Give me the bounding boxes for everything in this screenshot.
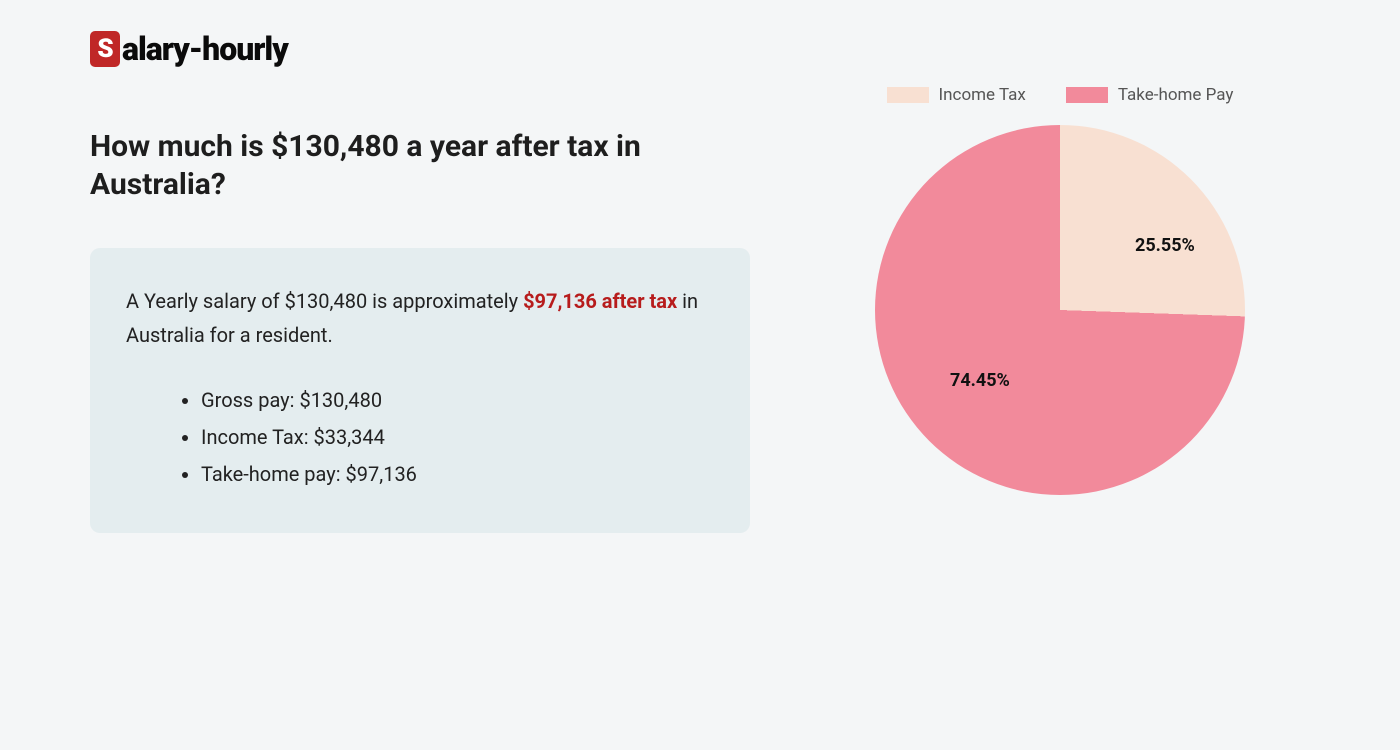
- list-item: Income Tax: $33,344: [201, 419, 714, 456]
- summary-intro-pre: A Yearly salary of $130,480 is approxima…: [126, 289, 523, 313]
- summary-highlight: $97,136 after tax: [523, 289, 677, 313]
- legend-label: Take-home Pay: [1118, 85, 1234, 105]
- legend-item-income-tax: Income Tax: [887, 85, 1026, 105]
- legend-label: Income Tax: [939, 85, 1026, 105]
- logo-text: alary-hourly: [122, 30, 288, 68]
- legend-swatch: [887, 87, 929, 103]
- chart-legend: Income Tax Take-home Pay: [887, 85, 1234, 105]
- logo-badge: S: [90, 31, 120, 67]
- list-item: Gross pay: $130,480: [201, 382, 714, 419]
- legend-swatch: [1066, 87, 1108, 103]
- pie-disc: [875, 125, 1245, 495]
- pie-slice-label-take-home: 74.45%: [950, 370, 1010, 391]
- summary-intro: A Yearly salary of $130,480 is approxima…: [126, 284, 714, 352]
- pie-chart: 25.55% 74.45%: [875, 125, 1245, 495]
- legend-item-take-home: Take-home Pay: [1066, 85, 1234, 105]
- pie-slice-label-income-tax: 25.55%: [1135, 235, 1195, 256]
- summary-list: Gross pay: $130,480 Income Tax: $33,344 …: [126, 382, 714, 493]
- list-item: Take-home pay: $97,136: [201, 456, 714, 493]
- brand-logo: Salary-hourly: [90, 30, 288, 68]
- page-title: How much is $130,480 a year after tax in…: [90, 128, 750, 203]
- summary-box: A Yearly salary of $130,480 is approxima…: [90, 248, 750, 533]
